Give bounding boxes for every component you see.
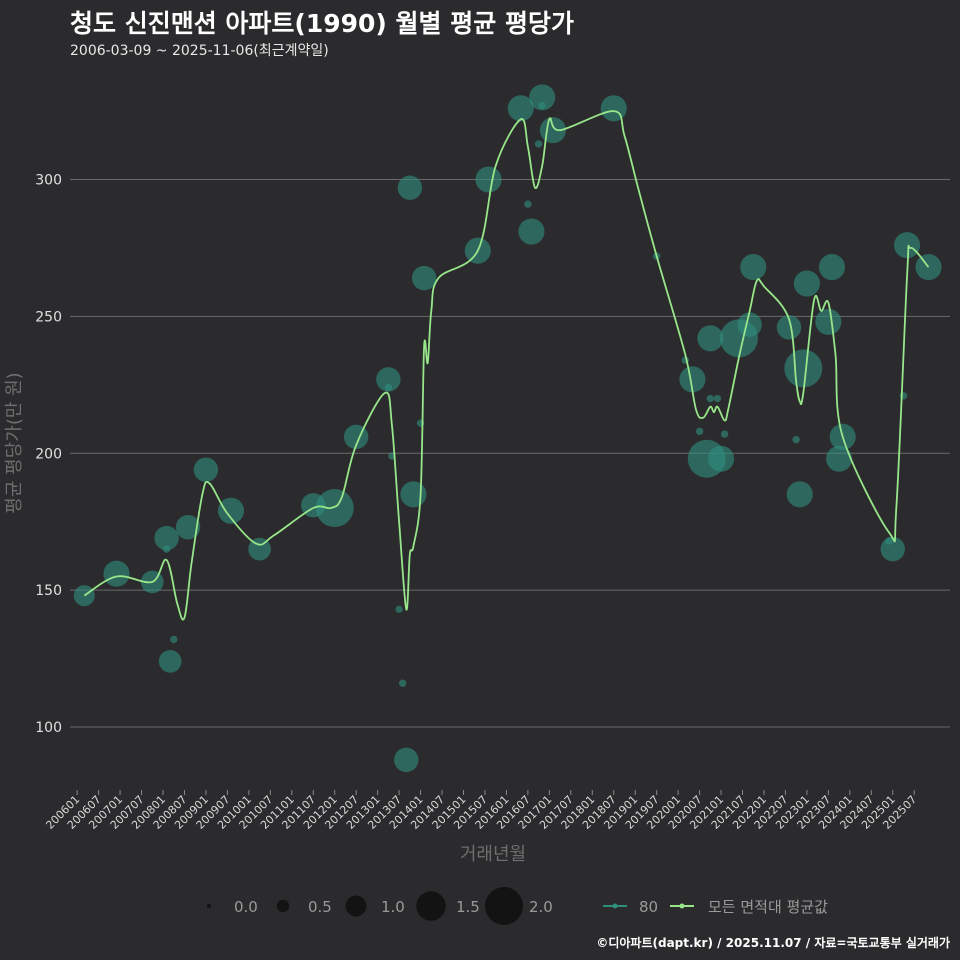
data-point (518, 218, 545, 245)
chart-subtitle: 2006-03-09 ~ 2025-11-06(최근계약일) (70, 43, 329, 59)
data-point (740, 254, 767, 281)
data-point (826, 445, 853, 472)
data-point (162, 545, 171, 553)
data-point (600, 95, 627, 122)
data-point (398, 679, 407, 687)
average-line-layer (83, 110, 930, 621)
y-tick-label: 200 (35, 446, 62, 462)
data-point (158, 649, 182, 673)
data-point (679, 366, 706, 393)
data-point (73, 585, 95, 607)
data-point (776, 315, 802, 340)
data-point (397, 175, 423, 200)
data-point (524, 200, 532, 208)
size-legend-key (207, 904, 211, 908)
data-point (706, 394, 715, 403)
size-legend-key (345, 895, 367, 917)
size-legend-key (276, 899, 290, 913)
size-legend-key (416, 891, 446, 921)
data-point (695, 427, 704, 436)
legend-label-80: 80 (639, 898, 658, 916)
y-tick-label: 300 (35, 173, 62, 189)
size-legend-label: 1.5 (456, 898, 480, 916)
chart-title: 청도 신진맨션 아파트(1990) 월별 평균 평당가 (70, 9, 574, 38)
data-point (815, 308, 842, 335)
data-point (784, 349, 823, 388)
data-point (175, 514, 201, 540)
data-point (507, 95, 534, 122)
data-point (384, 383, 393, 392)
data-point (720, 430, 729, 438)
data-point (475, 166, 502, 193)
size-legend-label: 2.0 (529, 898, 553, 916)
average-line (83, 110, 930, 621)
data-point (411, 265, 437, 291)
scatter-points (73, 84, 942, 773)
size-legend-label: 1.0 (381, 898, 405, 916)
y-tick-label: 100 (35, 720, 62, 736)
data-point (793, 270, 820, 297)
data-point (894, 232, 921, 259)
legend: 0.0 0.5 1.0 1.5 2.0 80 모든 면적대 평균값 (207, 887, 828, 925)
y-tick-label: 150 (35, 583, 62, 599)
data-point (400, 481, 427, 508)
data-point (170, 635, 178, 644)
x-axis-ticks: 2006012006072007012007072008012008072009… (43, 790, 919, 832)
data-point (315, 489, 354, 528)
data-point (737, 312, 762, 337)
data-point (154, 525, 179, 551)
data-point (217, 497, 245, 524)
size-legend-key (485, 887, 523, 925)
y-axis-ticks: 100 150 200 250 300 (35, 173, 62, 737)
legend-label-average: 모든 면적대 평균값 (708, 898, 828, 916)
data-point (529, 84, 556, 111)
y-tick-label: 250 (35, 309, 62, 325)
x-axis-title: 거래년월 (460, 844, 526, 865)
data-point (103, 560, 130, 587)
y-axis-title: 평균 평당가(만 원) (4, 372, 25, 513)
data-point (708, 445, 735, 472)
size-legend-label: 0.5 (308, 898, 332, 916)
data-point (394, 747, 419, 773)
legend-key-point-80 (612, 903, 618, 909)
data-point (713, 394, 722, 403)
data-point (538, 101, 546, 110)
data-point (786, 481, 813, 508)
size-legend-label: 0.0 (234, 898, 258, 916)
data-point (376, 367, 401, 392)
footer-credit: ©디아파트(dapt.kr) / 2025.11.07 / 자료=국토교통부 실… (596, 936, 950, 950)
data-point (915, 254, 942, 281)
data-point (818, 254, 846, 281)
data-point (792, 435, 800, 444)
data-point (697, 325, 724, 352)
data-point (395, 605, 403, 614)
legend-key-point-avg (679, 903, 685, 909)
data-point (193, 457, 219, 482)
grid-layer (70, 179, 950, 728)
data-point (534, 140, 543, 148)
data-point (880, 536, 905, 562)
